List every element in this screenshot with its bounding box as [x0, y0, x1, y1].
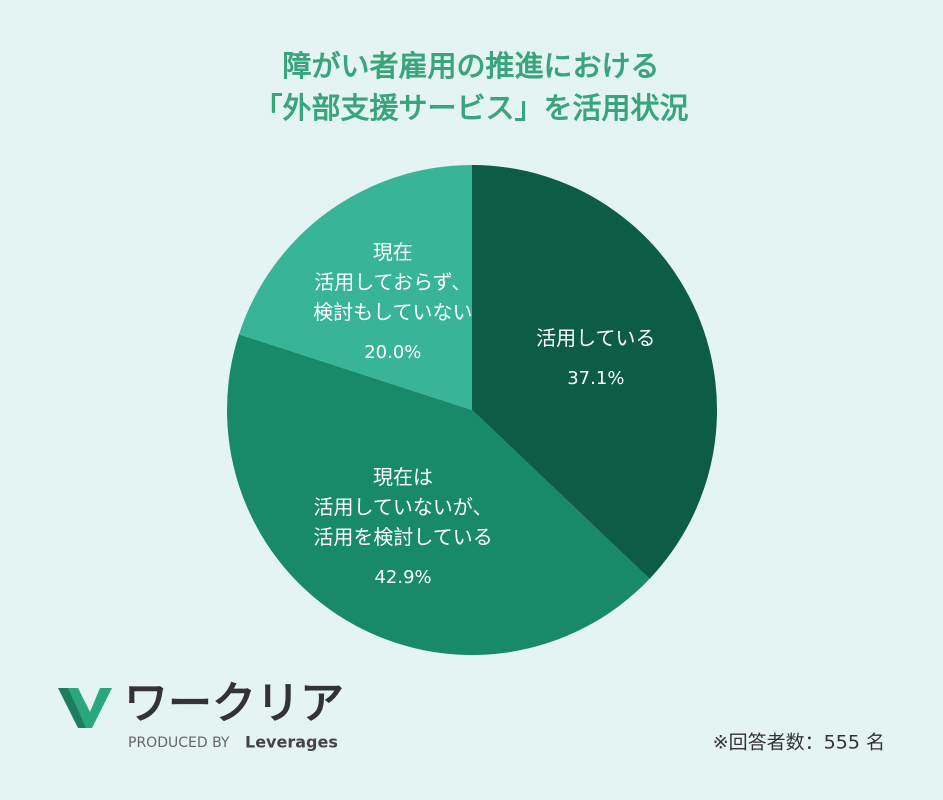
- chart-title-group: 障がい者雇用の推進における「外部支援サービス」を活用状況: [253, 49, 688, 125]
- logo-brand: Leverages: [245, 733, 338, 752]
- chart-title: 障がい者雇用の推進における「外部支援サービス」を活用状況: [253, 49, 688, 125]
- pie-slice: [472, 165, 717, 579]
- slice-label: 活用している: [536, 325, 655, 349]
- value-label: 42.9%: [374, 567, 431, 588]
- pie-slice: [238, 165, 472, 410]
- logo-name: ワークリア: [124, 678, 344, 729]
- note: ※回答者数：555 名: [713, 732, 885, 754]
- value-label: 20.0%: [364, 342, 421, 363]
- pie-slice: [227, 334, 650, 655]
- slice-label: 現在活用しておらず、検討もしていない: [313, 239, 472, 323]
- pie: 活用している 37.1% 現在は活用していないが、活用を検討している 42.9% 現在活…: [227, 165, 717, 655]
- value-label: 37.1%: [567, 368, 624, 389]
- slice-label: 現在は活用していないが、活用を検討している: [313, 464, 492, 548]
- logo-icon-part: [58, 688, 86, 728]
- logo-produced-by: PRODUCED BY: [128, 735, 230, 751]
- logo: ワークリア PRODUCED BY Leverages: [58, 678, 344, 752]
